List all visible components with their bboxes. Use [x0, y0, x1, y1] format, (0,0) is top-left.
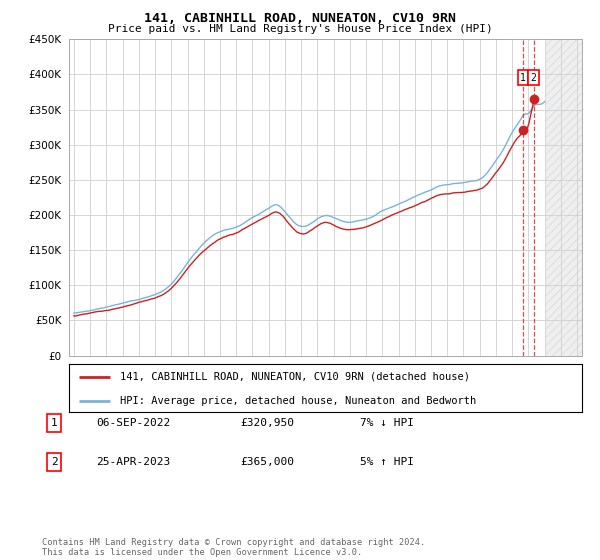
Bar — [546, 39, 600, 356]
Text: 2: 2 — [530, 73, 536, 83]
Text: HPI: Average price, detached house, Nuneaton and Bedworth: HPI: Average price, detached house, Nune… — [121, 396, 476, 406]
Text: 1: 1 — [50, 418, 58, 428]
Text: 06-SEP-2022: 06-SEP-2022 — [96, 418, 170, 428]
Text: 141, CABINHILL ROAD, NUNEATON, CV10 9RN (detached house): 141, CABINHILL ROAD, NUNEATON, CV10 9RN … — [121, 372, 470, 382]
Text: 141, CABINHILL ROAD, NUNEATON, CV10 9RN: 141, CABINHILL ROAD, NUNEATON, CV10 9RN — [144, 12, 456, 25]
Text: £365,000: £365,000 — [240, 457, 294, 467]
Text: 1: 1 — [520, 73, 526, 83]
Text: 2: 2 — [50, 457, 58, 467]
Text: Contains HM Land Registry data © Crown copyright and database right 2024.
This d: Contains HM Land Registry data © Crown c… — [42, 538, 425, 557]
Text: £320,950: £320,950 — [240, 418, 294, 428]
Text: Price paid vs. HM Land Registry's House Price Index (HPI): Price paid vs. HM Land Registry's House … — [107, 24, 493, 34]
Text: 7% ↓ HPI: 7% ↓ HPI — [360, 418, 414, 428]
Text: 25-APR-2023: 25-APR-2023 — [96, 457, 170, 467]
Text: 5% ↑ HPI: 5% ↑ HPI — [360, 457, 414, 467]
